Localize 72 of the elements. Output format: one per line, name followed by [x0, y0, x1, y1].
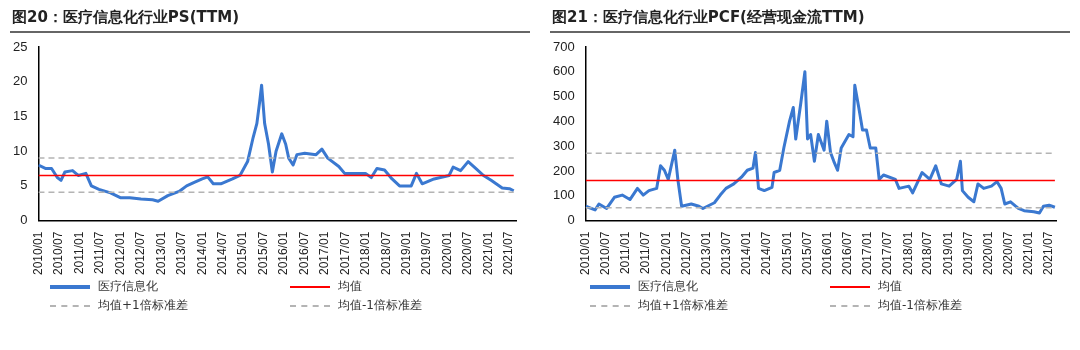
x-tick-label: 2017/07: [337, 231, 352, 276]
x-tick-label: 2012/07: [132, 231, 147, 276]
x-tick-label: 2011/01: [618, 231, 633, 275]
x-tick-label: 2021/07: [501, 231, 516, 276]
x-tick-label: 2013/01: [153, 231, 168, 276]
y-tick-label: 500: [552, 88, 575, 104]
legend-label: 均值-1倍标准差: [338, 297, 422, 314]
x-tick-label: 2019/07: [419, 231, 434, 276]
y-tick-label: 15: [12, 108, 28, 124]
legend-label: 均值: [878, 278, 902, 295]
x-tick-label: 2014/01: [739, 231, 754, 276]
x-tick-label: 2019/01: [940, 231, 955, 276]
x-tick-label: 2010/07: [597, 231, 612, 276]
x-tick-label: 2016/07: [296, 231, 311, 276]
x-tick-label: 2018/01: [358, 231, 373, 276]
x-tick-label: 2012/01: [112, 231, 127, 276]
x-tick-label: 2011/07: [638, 231, 653, 275]
x-tick-label: 2010/01: [30, 231, 45, 276]
chart-title: 图21：医疗信息化行业PCF(经营现金流TTM): [550, 4, 1070, 33]
x-tick-label: 2011/07: [91, 231, 106, 275]
x-tick-label: 2013/07: [173, 231, 188, 276]
x-tick-label: 2014/07: [214, 231, 229, 276]
x-tick-label: 2012/01: [658, 231, 673, 276]
y-tick-label: 0: [20, 212, 28, 228]
x-tick-label: 2013/07: [718, 231, 733, 276]
y-tick-label: 400: [552, 112, 575, 128]
y-tick-label: 200: [552, 162, 575, 178]
y-tick-label: 10: [12, 142, 28, 158]
y-tick-label: 600: [552, 63, 575, 79]
x-tick-label: 2018/07: [920, 231, 935, 276]
x-tick-label: 2020/07: [460, 231, 475, 276]
legend-label: 均值+1倍标准差: [98, 297, 188, 314]
x-tick-label: 2016/01: [819, 231, 834, 276]
x-tick-label: 2019/01: [399, 231, 414, 276]
legend-label: 均值+1倍标准差: [638, 297, 728, 314]
legend-label: 医疗信息化: [98, 278, 158, 295]
legend-label: 均值-1倍标准差: [878, 297, 962, 314]
x-tick-label: 2016/01: [276, 231, 291, 276]
x-tick-label: 2020/01: [440, 231, 455, 276]
y-tick-label: 100: [552, 187, 575, 203]
x-tick-label: 2019/07: [960, 231, 975, 276]
x-tick-label: 2018/07: [378, 231, 393, 276]
x-tick-label: 2016/07: [839, 231, 854, 276]
x-tick-label: 2011/01: [71, 231, 86, 275]
y-tick-label: 0: [567, 212, 575, 228]
y-tick-label: 25: [12, 38, 28, 54]
x-tick-label: 2021/07: [1041, 231, 1056, 276]
x-tick-label: 2013/01: [698, 231, 713, 276]
x-tick-label: 2021/01: [1021, 231, 1036, 276]
x-tick-label: 2015/07: [255, 231, 270, 276]
x-tick-label: 2021/01: [481, 231, 496, 276]
x-tick-label: 2017/01: [860, 231, 875, 276]
x-tick-label: 2015/07: [799, 231, 814, 276]
chart-title: 图20：医疗信息化行业PS(TTM): [10, 4, 530, 33]
x-tick-label: 2014/01: [194, 231, 209, 276]
x-tick-label: 2017/07: [880, 231, 895, 276]
x-tick-label: 2020/07: [1001, 231, 1016, 276]
x-tick-label: 2015/01: [235, 231, 250, 276]
legend-label: 医疗信息化: [638, 278, 698, 295]
x-tick-label: 2020/01: [981, 231, 996, 276]
x-tick-label: 2018/01: [900, 231, 915, 276]
x-tick-label: 2015/01: [779, 231, 794, 276]
x-tick-label: 2014/07: [759, 231, 774, 276]
y-tick-label: 700: [552, 38, 575, 54]
x-tick-label: 2010/01: [578, 231, 592, 276]
x-tick-label: 2012/07: [678, 231, 693, 276]
x-tick-label: 2010/07: [51, 231, 66, 276]
y-tick-label: 300: [552, 137, 575, 153]
y-tick-label: 20: [12, 73, 28, 89]
legend-label: 均值: [338, 278, 362, 295]
y-tick-label: 5: [20, 177, 28, 193]
x-tick-label: 2017/01: [317, 231, 332, 276]
